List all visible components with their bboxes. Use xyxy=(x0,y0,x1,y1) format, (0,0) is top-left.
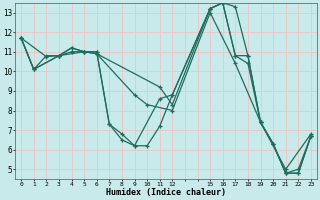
X-axis label: Humidex (Indice chaleur): Humidex (Indice chaleur) xyxy=(106,188,226,197)
